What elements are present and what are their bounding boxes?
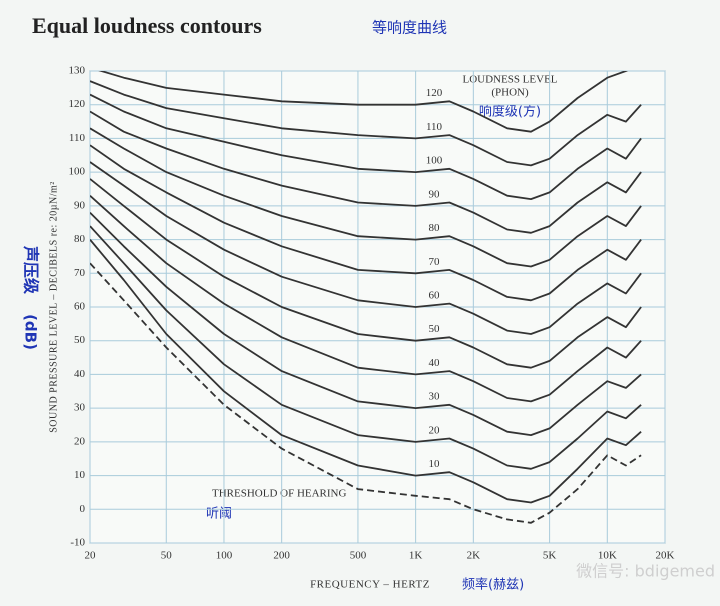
curves <box>90 71 642 524</box>
y-tick-label: 100 <box>69 166 86 178</box>
curve <box>90 239 642 504</box>
y-tick-label: 20 <box>74 435 86 447</box>
y-axis-unit: (dB) <box>22 314 40 350</box>
x-tick-label: 500 <box>350 550 367 562</box>
y-tick-label: 80 <box>74 233 86 245</box>
series-label: 10 <box>429 458 441 470</box>
x-tick-label: 100 <box>216 550 233 562</box>
y-axis-label-cn: 声压级 <box>22 245 41 295</box>
x-tick-label: 10K <box>598 550 617 562</box>
watermark: 微信号: bdigemed <box>576 562 715 581</box>
y-tick-label: 120 <box>69 98 86 110</box>
legend-unit: (PHON) <box>491 87 529 99</box>
y-tick-label: 30 <box>74 402 86 414</box>
curve <box>90 161 642 335</box>
curve <box>90 195 642 403</box>
y-tick-label: 40 <box>74 368 86 380</box>
series-label: 100 <box>426 155 443 167</box>
curve <box>90 211 642 436</box>
legend-title: LOUDNESS LEVEL <box>462 74 557 86</box>
y-tick-label: 70 <box>74 267 86 279</box>
series-label: 20 <box>429 424 441 436</box>
chart-title: Equal loudness contours <box>32 13 262 38</box>
curve <box>90 110 642 234</box>
x-tick-label: 20K <box>656 550 675 562</box>
curve <box>98 71 629 133</box>
series-label: 70 <box>429 256 441 268</box>
y-tick-label: 60 <box>74 301 86 313</box>
series-label: 60 <box>429 290 441 302</box>
y-tick-label: 10 <box>74 469 86 481</box>
y-tick-label: 130 <box>69 65 86 77</box>
curve <box>90 80 642 167</box>
x-tick-label: 2K <box>467 550 481 562</box>
series-label: 50 <box>429 323 441 335</box>
chart-subtitle: 等响度曲线 <box>372 19 447 37</box>
series-label: 90 <box>429 188 441 200</box>
series-label: 30 <box>429 391 441 403</box>
y-tick-label: 0 <box>80 503 86 515</box>
curve <box>90 262 642 524</box>
y-tick-label: 50 <box>74 334 86 346</box>
x-tick-label: 5K <box>543 550 557 562</box>
y-tick-label: -10 <box>70 537 85 549</box>
series-label: 80 <box>429 222 441 234</box>
curve <box>90 178 642 369</box>
series-label: 110 <box>426 121 443 133</box>
x-tick-label: 50 <box>161 550 173 562</box>
y-axis-label: SOUND PRESSURE LEVEL – DECIBELS re: 20µN… <box>48 181 59 433</box>
x-axis-label: FREQUENCY – HERTZ <box>310 579 430 591</box>
legend-title-cn: 响度级(方) <box>479 104 541 120</box>
curve <box>90 93 642 200</box>
threshold-label: THRESHOLD OF HEARING <box>212 488 347 500</box>
series-label: 40 <box>429 357 441 369</box>
curve <box>90 144 642 302</box>
labels: -10 0 10 20 30 40 50 60 70 80 90 100 110 120 130 20 50 10… <box>69 65 675 562</box>
threshold-label-cn: 听阈 <box>206 507 232 522</box>
y-tick-label: 110 <box>69 132 86 144</box>
y-tick-label: 90 <box>74 199 86 211</box>
x-tick-label: 200 <box>273 550 290 562</box>
curve <box>90 127 642 268</box>
series-label: 120 <box>426 87 443 99</box>
x-axis-label-cn: 频率(赫兹) <box>462 577 524 593</box>
curve <box>90 225 642 470</box>
x-tick-label: 1K <box>409 550 423 562</box>
x-tick-label: 20 <box>85 550 97 562</box>
